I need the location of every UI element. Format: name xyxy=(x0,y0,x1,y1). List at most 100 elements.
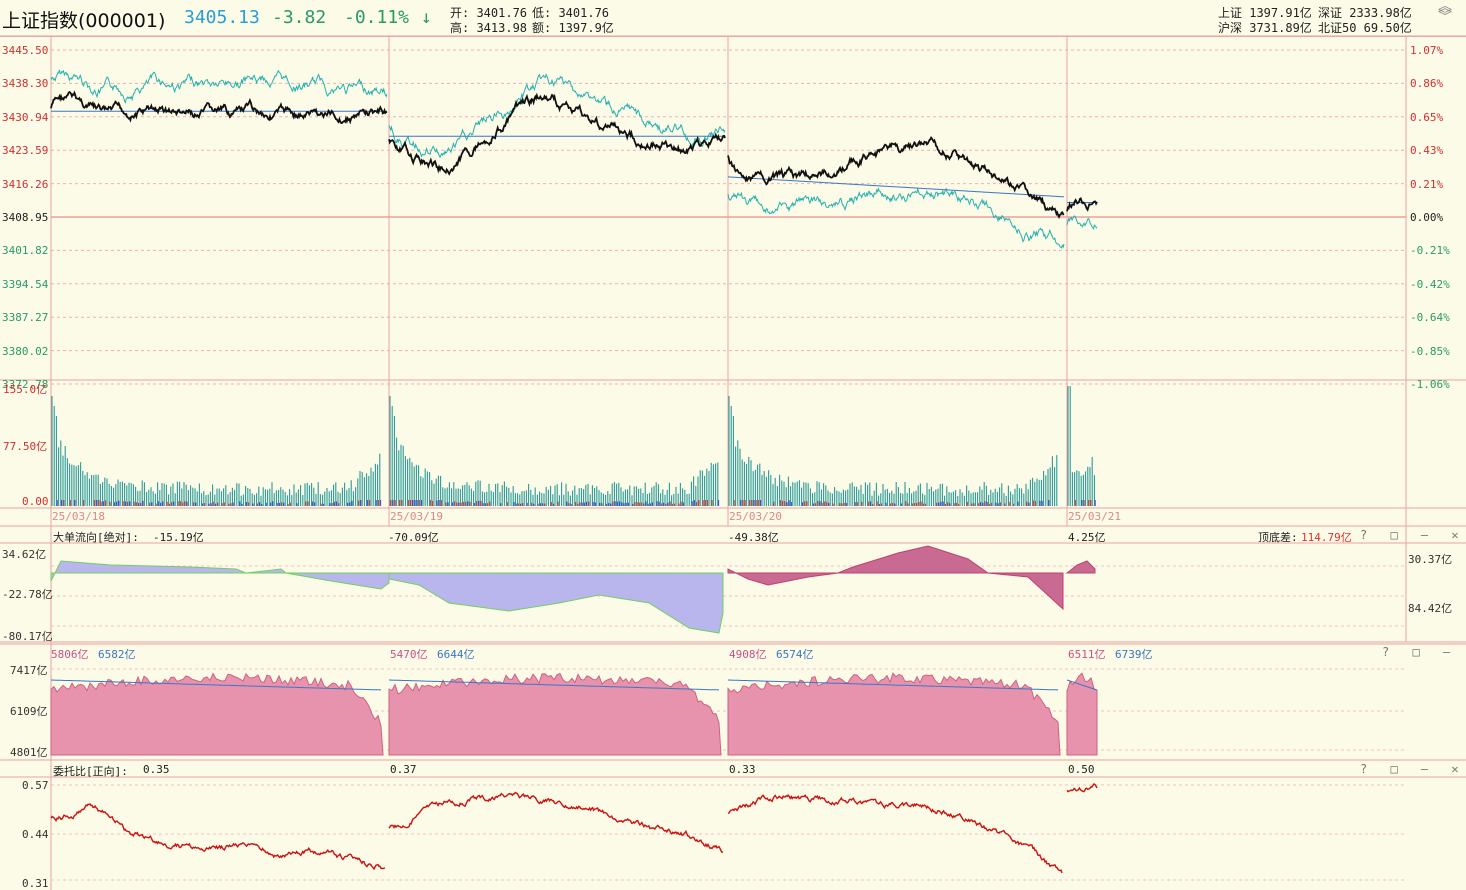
ratio-day3: 0.33 xyxy=(729,763,756,776)
down-arrow-icon: ↓ xyxy=(421,7,432,28)
p2-day1-b: 6582亿 xyxy=(98,648,136,661)
sz-turnover: 深证 2333.98亿 xyxy=(1318,6,1412,20)
low-value: 低: 3401.76 xyxy=(532,6,610,20)
price-line xyxy=(727,136,1065,220)
open-value: 开: 3401.76 xyxy=(450,6,528,20)
high-value: 高: 3413.98 xyxy=(450,21,528,35)
flow-area xyxy=(1065,560,1096,574)
date-label: 25/03/21 xyxy=(1068,510,1121,523)
bz50-turnover: 北证50 69.50亿 xyxy=(1318,21,1412,35)
quote-header: 上证指数(000001) 3405.13 -3.82 -0.11% ↓ 开: 3… xyxy=(0,0,1466,37)
average-line xyxy=(728,176,1064,198)
amount-value: 额: 1397.9亿 xyxy=(532,21,614,35)
pct-axis-label: 0.00% xyxy=(1410,211,1444,224)
price-axis-label: 3394.54 xyxy=(2,277,49,291)
price-axis-label: 3387.27 xyxy=(2,311,49,325)
flow-area xyxy=(388,572,724,634)
ratio-day4: 0.50 xyxy=(1068,763,1095,776)
flow-value-day4: 4.25亿 xyxy=(1068,531,1106,544)
price-axis-label: 3423.59 xyxy=(2,144,49,158)
price-axis-label: 3430.94 xyxy=(2,110,49,124)
hs-turnover: 沪深 3731.89亿 xyxy=(1218,21,1312,35)
pct-axis-label: -0.42% xyxy=(1410,277,1450,291)
price-axis-label: 3380.02 xyxy=(2,344,49,358)
price-line xyxy=(1066,197,1098,212)
flow-right-bottom: 84.42亿 xyxy=(1408,602,1453,615)
ratio-axis-top: 0.57 xyxy=(22,779,49,792)
last-price: 3405.13 xyxy=(184,7,260,28)
ratio-day2: 0.37 xyxy=(390,763,417,776)
ratio-axis-mid: 0.44 xyxy=(22,828,49,841)
pct-axis-label: -0.85% xyxy=(1410,344,1450,358)
turnover-area xyxy=(50,672,384,756)
ratio-axis-bottom: 0.31 xyxy=(22,877,49,890)
turnover-avg-line xyxy=(388,679,720,691)
p2-day3-b: 6574亿 xyxy=(776,648,814,661)
flow-axis-top: 34.62亿 xyxy=(2,548,47,561)
p2-day2-a: 5470亿 xyxy=(390,648,428,661)
p2-day1-a: 5806亿 xyxy=(51,648,89,661)
index-line xyxy=(50,69,388,104)
flow-axis-mid: -22.78亿 xyxy=(2,588,53,601)
ratio-title: 委托比[正向]: xyxy=(53,765,128,778)
date-label: 25/03/20 xyxy=(729,510,782,523)
panel2-controls[interactable]: ? □ — ✕ xyxy=(1382,645,1466,659)
date-label: 25/03/19 xyxy=(390,510,443,523)
p2-axis-top: 7417亿 xyxy=(10,664,48,677)
price-change-pct: -0.11% xyxy=(344,7,410,28)
price-line xyxy=(50,90,388,125)
flow-area xyxy=(50,560,390,590)
index-name: 上证指数(000001) xyxy=(2,10,166,32)
collapse-arrows-icon[interactable]: ︽ ︾ xyxy=(1438,0,1452,25)
volume-axis-label: 0.00 xyxy=(22,495,49,508)
flow-area xyxy=(727,545,1064,611)
sh-turnover: 上证 1397.91亿 xyxy=(1218,6,1312,20)
price-axis-label: 3416.26 xyxy=(2,177,49,191)
flow-value-day3: -49.38亿 xyxy=(728,531,779,544)
panel3-controls[interactable]: ? □ — ✕ ⧉ xyxy=(1360,762,1466,776)
volume-axis-label: 77.50亿 xyxy=(3,440,48,453)
p2-axis-mid: 6109亿 xyxy=(10,705,48,718)
turnover-avg-line xyxy=(727,679,1059,691)
price-line xyxy=(388,92,726,176)
price-axis-label: 3408.95 xyxy=(2,211,49,224)
index-line xyxy=(388,73,726,159)
flow-right-top: 30.37亿 xyxy=(1408,553,1453,566)
turnover-area xyxy=(388,672,722,756)
turnover-avg-line xyxy=(50,679,382,691)
flow-title: 大单流向[绝对]: xyxy=(53,531,139,544)
index-line xyxy=(727,187,1065,249)
flow-axis-bottom: -80.17亿 xyxy=(2,630,53,643)
p2-axis-bottom: 4801亿 xyxy=(10,746,48,759)
ratio-line xyxy=(388,791,724,854)
p2-day4-a: 6511亿 xyxy=(1068,648,1106,661)
volume-axis-label: 155.0亿 xyxy=(3,383,48,396)
index-line xyxy=(1066,215,1098,230)
pct-axis-label: 1.07% xyxy=(1410,44,1444,57)
pct-axis-label: -0.64% xyxy=(1410,311,1450,325)
p2-day2-b: 6644亿 xyxy=(437,648,475,661)
date-label: 25/03/18 xyxy=(52,510,105,523)
pct-axis-label: 0.65% xyxy=(1410,110,1444,124)
flow-diff-label: 顶底差: xyxy=(1258,531,1298,544)
pct-axis-label: 0.21% xyxy=(1410,177,1444,191)
flow-value-day1: -15.19亿 xyxy=(153,531,204,544)
pct-axis-label: 0.43% xyxy=(1410,144,1444,158)
pct-axis-label: -0.21% xyxy=(1410,244,1450,258)
ratio-day1: 0.35 xyxy=(143,763,170,776)
turnover-area xyxy=(727,672,1061,756)
price-axis-label: 3401.82 xyxy=(2,244,49,258)
pct-axis-label: 0.86% xyxy=(1410,77,1444,91)
p2-day3-a: 4908亿 xyxy=(729,648,767,661)
p2-day4-b: 6739亿 xyxy=(1115,648,1153,661)
ratio-line xyxy=(1066,783,1098,793)
turnover-avg-line xyxy=(1066,679,1098,691)
price-change: -3.82 xyxy=(272,7,327,28)
ratio-line xyxy=(727,793,1063,874)
price-axis-label: 3372.78 xyxy=(2,378,49,391)
price-axis-label: 3438.30 xyxy=(2,77,49,91)
panel1-controls[interactable]: ? □ — ✕ ⧉ xyxy=(1360,528,1466,542)
price-axis-label: 3445.50 xyxy=(2,44,49,57)
flow-value-day2: -70.09亿 xyxy=(388,531,439,544)
